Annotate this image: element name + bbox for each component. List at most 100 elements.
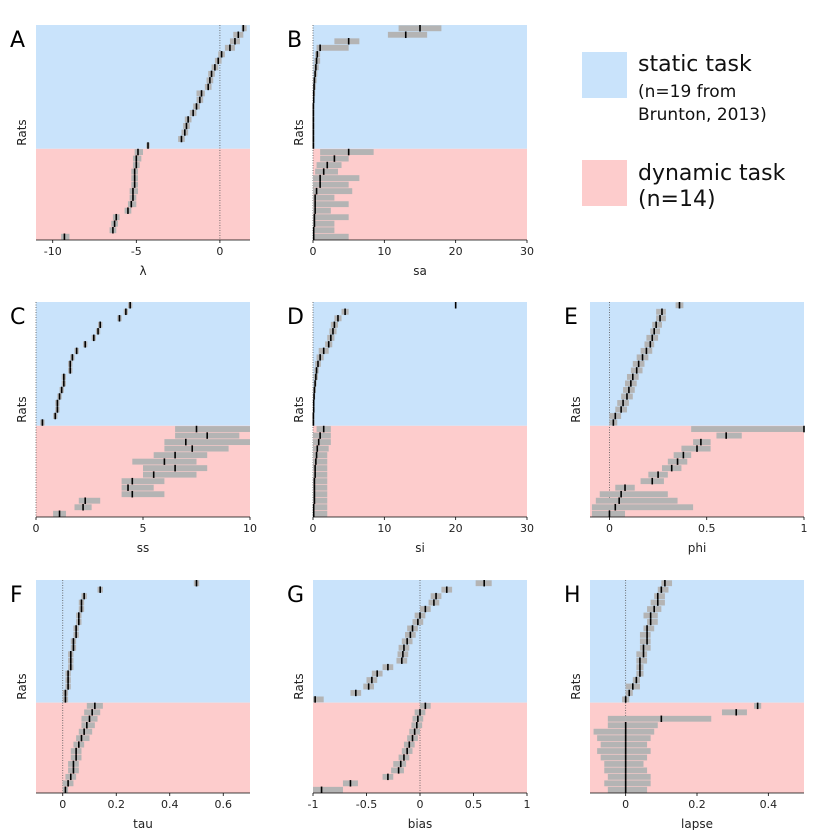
panel-letter: C bbox=[10, 305, 25, 330]
legend-static-swatch bbox=[582, 52, 627, 98]
panel-b: 0 10 20 30 sa Rats B bbox=[287, 25, 534, 278]
panel-d: 0 10 20 30 si Rats D bbox=[287, 302, 534, 555]
ci-bar bbox=[313, 465, 328, 472]
ci-bar bbox=[654, 593, 665, 600]
x-axis-label: lapse bbox=[681, 817, 713, 830]
ci-bar bbox=[387, 31, 428, 38]
panel-g: -1 -0.5 0 0.5 1 bias Rats G bbox=[287, 580, 531, 830]
x-tick-label: 10 bbox=[377, 245, 391, 258]
panel-letter: A bbox=[10, 28, 25, 53]
panel-h: 0 0.2 0.4 lapse Rats H bbox=[564, 580, 804, 830]
ci-bar bbox=[607, 722, 658, 729]
x-tick-label: 0 bbox=[606, 522, 613, 535]
ci-bar bbox=[600, 754, 648, 761]
y-axis-label: Rats bbox=[292, 119, 306, 145]
ci-bar bbox=[313, 696, 324, 703]
ci-bar bbox=[313, 510, 328, 517]
x-axis-label: ss bbox=[137, 541, 150, 555]
x-tick-label: 30 bbox=[520, 245, 534, 258]
x-tick-label: -1 bbox=[308, 798, 319, 811]
ci-bar bbox=[391, 767, 404, 774]
ci-bar bbox=[143, 471, 197, 478]
ci-bar bbox=[78, 497, 101, 504]
ci-bar bbox=[607, 715, 712, 722]
panel-e: 0 0.5 1 phi Rats E bbox=[564, 302, 808, 555]
ci-bar bbox=[673, 452, 692, 459]
y-axis-label: Rats bbox=[569, 396, 583, 422]
ci-bar bbox=[604, 780, 651, 787]
ci-bar bbox=[593, 728, 655, 735]
ci-bar bbox=[656, 308, 666, 315]
ci-bar bbox=[316, 44, 349, 51]
legend-dynamic-title: dynamic task bbox=[638, 161, 786, 186]
ci-bar bbox=[313, 194, 335, 201]
ci-bar bbox=[657, 586, 669, 593]
ci-bar bbox=[313, 227, 335, 234]
ci-bar bbox=[644, 341, 655, 348]
x-tick-label: 5 bbox=[140, 522, 147, 535]
ci-bar bbox=[127, 201, 137, 208]
legend-static-title: static task bbox=[638, 52, 752, 77]
ci-bar bbox=[597, 735, 651, 742]
ci-bar bbox=[121, 478, 165, 485]
y-axis-label: Rats bbox=[569, 673, 583, 699]
ci-bar bbox=[313, 445, 329, 452]
ci-bar bbox=[313, 471, 328, 478]
ci-bar bbox=[313, 478, 328, 485]
legend-dynamic-swatch bbox=[582, 160, 627, 206]
ci-bar bbox=[313, 188, 353, 195]
x-tick-label: 0.4 bbox=[161, 798, 179, 811]
y-axis-label: Rats bbox=[15, 673, 29, 699]
panel-a: -10 -5 0 λ Rats A bbox=[10, 25, 250, 278]
x-axis-label: sa bbox=[413, 264, 427, 278]
x-tick-label: 10 bbox=[243, 522, 257, 535]
ci-bar bbox=[164, 439, 250, 446]
ci-bar bbox=[639, 638, 651, 645]
ci-bar bbox=[661, 580, 673, 587]
x-tick-label: 10 bbox=[377, 522, 391, 535]
x-tick-label: 20 bbox=[449, 522, 463, 535]
ci-bar bbox=[716, 432, 742, 439]
ci-bar bbox=[313, 452, 328, 459]
ci-bar bbox=[164, 445, 229, 452]
ci-bar bbox=[132, 155, 142, 162]
x-axis-label: bias bbox=[408, 817, 433, 830]
ci-bar bbox=[129, 188, 138, 195]
ci-bar bbox=[599, 491, 668, 498]
ci-bar bbox=[315, 168, 338, 175]
ci-bar bbox=[595, 497, 678, 504]
ci-bar bbox=[591, 510, 626, 517]
x-tick-label: 0.4 bbox=[760, 798, 778, 811]
ci-bar bbox=[313, 207, 331, 214]
ci-bar bbox=[650, 328, 661, 335]
x-tick-label: 0 bbox=[216, 245, 223, 258]
ci-bar bbox=[681, 445, 711, 452]
x-axis-label: phi bbox=[688, 541, 707, 555]
ci-bar bbox=[241, 25, 247, 32]
dynamic-band bbox=[36, 148, 250, 240]
ci-bar bbox=[693, 439, 711, 446]
ci-bar bbox=[393, 761, 407, 767]
ci-bar bbox=[636, 657, 648, 664]
panel-letter: B bbox=[287, 28, 302, 53]
dynamic-band bbox=[313, 148, 527, 240]
y-axis-label: Rats bbox=[15, 119, 29, 145]
panel-letter: H bbox=[564, 583, 581, 608]
ci-bar bbox=[313, 175, 360, 182]
ci-bar bbox=[61, 233, 70, 240]
legend-static-sub2: Brunton, 2013) bbox=[638, 105, 767, 125]
x-axis-label: si bbox=[415, 541, 425, 555]
panel-letter: G bbox=[287, 583, 304, 608]
panel-f: 0 0.2 0.4 0.6 tau Rats F bbox=[10, 580, 250, 830]
ci-bar bbox=[591, 504, 694, 511]
x-tick-label: 0 bbox=[33, 522, 40, 535]
ci-bar bbox=[647, 619, 658, 625]
ci-bar bbox=[153, 452, 208, 459]
ci-bar bbox=[313, 491, 328, 498]
x-tick-label: -10 bbox=[44, 245, 62, 258]
x-tick-label: 0 bbox=[310, 522, 317, 535]
ci-bar bbox=[196, 90, 205, 97]
x-tick-label: 0 bbox=[310, 245, 317, 258]
ci-bar bbox=[607, 786, 648, 793]
legend-static-sub1: (n=19 from bbox=[638, 82, 736, 102]
